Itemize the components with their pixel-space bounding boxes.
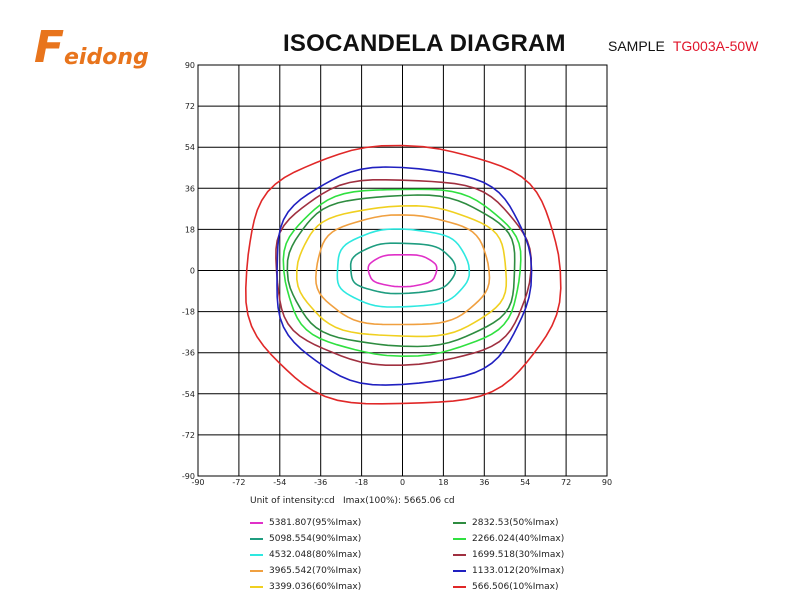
contour-2 bbox=[349, 242, 457, 295]
page-title: ISOCANDELA DIAGRAM bbox=[283, 30, 566, 57]
imax-note: Imax(100%): 5665.06 cd bbox=[343, 496, 455, 506]
legend-label: 566.506(10%Imax) bbox=[472, 582, 559, 592]
plot-frame bbox=[197, 64, 608, 477]
legend-label: 1699.518(30%Imax) bbox=[472, 550, 565, 560]
legend-item: 5381.807(95%Imax) bbox=[250, 516, 361, 530]
legend-swatch bbox=[250, 538, 263, 540]
legend-item: 4532.048(80%Imax) bbox=[250, 548, 361, 562]
legend-item: 3399.036(60%Imax) bbox=[250, 580, 361, 594]
x-tick-label: 18 bbox=[438, 478, 448, 487]
x-tick-label: -72 bbox=[232, 478, 245, 487]
legend-swatch bbox=[453, 570, 466, 572]
legend-swatch bbox=[453, 554, 466, 556]
y-tick-label: -36 bbox=[182, 349, 195, 358]
logo-wordmark: eidong bbox=[64, 45, 149, 70]
x-tick-label: 54 bbox=[520, 478, 530, 487]
brand-logo: F eidong bbox=[30, 22, 149, 78]
y-tick-label: -54 bbox=[182, 390, 195, 399]
legend-label: 5098.554(90%Imax) bbox=[269, 534, 362, 544]
y-tick-label: 0 bbox=[190, 267, 195, 276]
y-tick-label: 54 bbox=[185, 143, 195, 152]
legend-item: 1133.012(20%Imax) bbox=[453, 564, 564, 578]
legend-swatch bbox=[250, 570, 263, 572]
legend-item: 5098.554(90%Imax) bbox=[250, 532, 361, 546]
contour-8 bbox=[275, 179, 533, 367]
contour-10 bbox=[244, 144, 562, 405]
legend-swatch bbox=[453, 586, 466, 588]
legend-item: 566.506(10%Imax) bbox=[453, 580, 559, 594]
contour-6 bbox=[286, 194, 516, 348]
x-tick-label: 90 bbox=[602, 478, 612, 487]
unit-note: Unit of intensity:cd bbox=[250, 496, 335, 506]
legend-label: 3399.036(60%Imax) bbox=[269, 582, 362, 592]
sample-label-group: SAMPLE TG003A-50W bbox=[608, 38, 758, 54]
logo-letter-f: F bbox=[34, 22, 65, 73]
legend-label: 2832.53(50%Imax) bbox=[472, 518, 559, 528]
contour-1 bbox=[367, 254, 438, 288]
legend-label: 4532.048(80%Imax) bbox=[269, 550, 362, 560]
y-tick-label: -72 bbox=[182, 431, 195, 440]
x-tick-label: -18 bbox=[355, 478, 368, 487]
y-tick-label: 36 bbox=[185, 184, 195, 193]
legend-swatch bbox=[453, 538, 466, 540]
legend-swatch bbox=[250, 554, 263, 556]
legend-label: 2266.024(40%Imax) bbox=[472, 534, 565, 544]
x-tick-label: 36 bbox=[479, 478, 489, 487]
legend-label: 3965.542(70%Imax) bbox=[269, 566, 362, 576]
y-tick-label: 90 bbox=[185, 61, 195, 70]
legend-swatch bbox=[250, 586, 263, 588]
legend-item: 2266.024(40%Imax) bbox=[453, 532, 564, 546]
y-tick-label: 18 bbox=[185, 225, 195, 234]
legend-item: 3965.542(70%Imax) bbox=[250, 564, 361, 578]
contour-3 bbox=[336, 228, 471, 308]
x-tick-label: -54 bbox=[273, 478, 286, 487]
legend-swatch bbox=[250, 522, 263, 524]
legend-label: 1133.012(20%Imax) bbox=[472, 566, 565, 576]
contour-9 bbox=[276, 166, 533, 386]
legend-label: 5381.807(95%Imax) bbox=[269, 518, 362, 528]
legend-item: 2832.53(50%Imax) bbox=[453, 516, 559, 530]
legend-item: 1699.518(30%Imax) bbox=[453, 548, 564, 562]
y-tick-label: -18 bbox=[182, 308, 195, 317]
x-tick-label: 72 bbox=[561, 478, 571, 487]
contour-4 bbox=[314, 214, 491, 326]
contour-5 bbox=[295, 204, 508, 338]
legend-swatch bbox=[453, 522, 466, 524]
sample-label: SAMPLE bbox=[608, 38, 665, 54]
y-tick-label: 72 bbox=[185, 102, 195, 111]
y-tick-label: -90 bbox=[182, 472, 195, 481]
sample-model: TG003A-50W bbox=[672, 38, 759, 54]
x-tick-label: 0 bbox=[400, 478, 405, 487]
x-tick-label: -90 bbox=[191, 478, 204, 487]
x-tick-label: -36 bbox=[314, 478, 327, 487]
contour-7 bbox=[282, 188, 522, 358]
